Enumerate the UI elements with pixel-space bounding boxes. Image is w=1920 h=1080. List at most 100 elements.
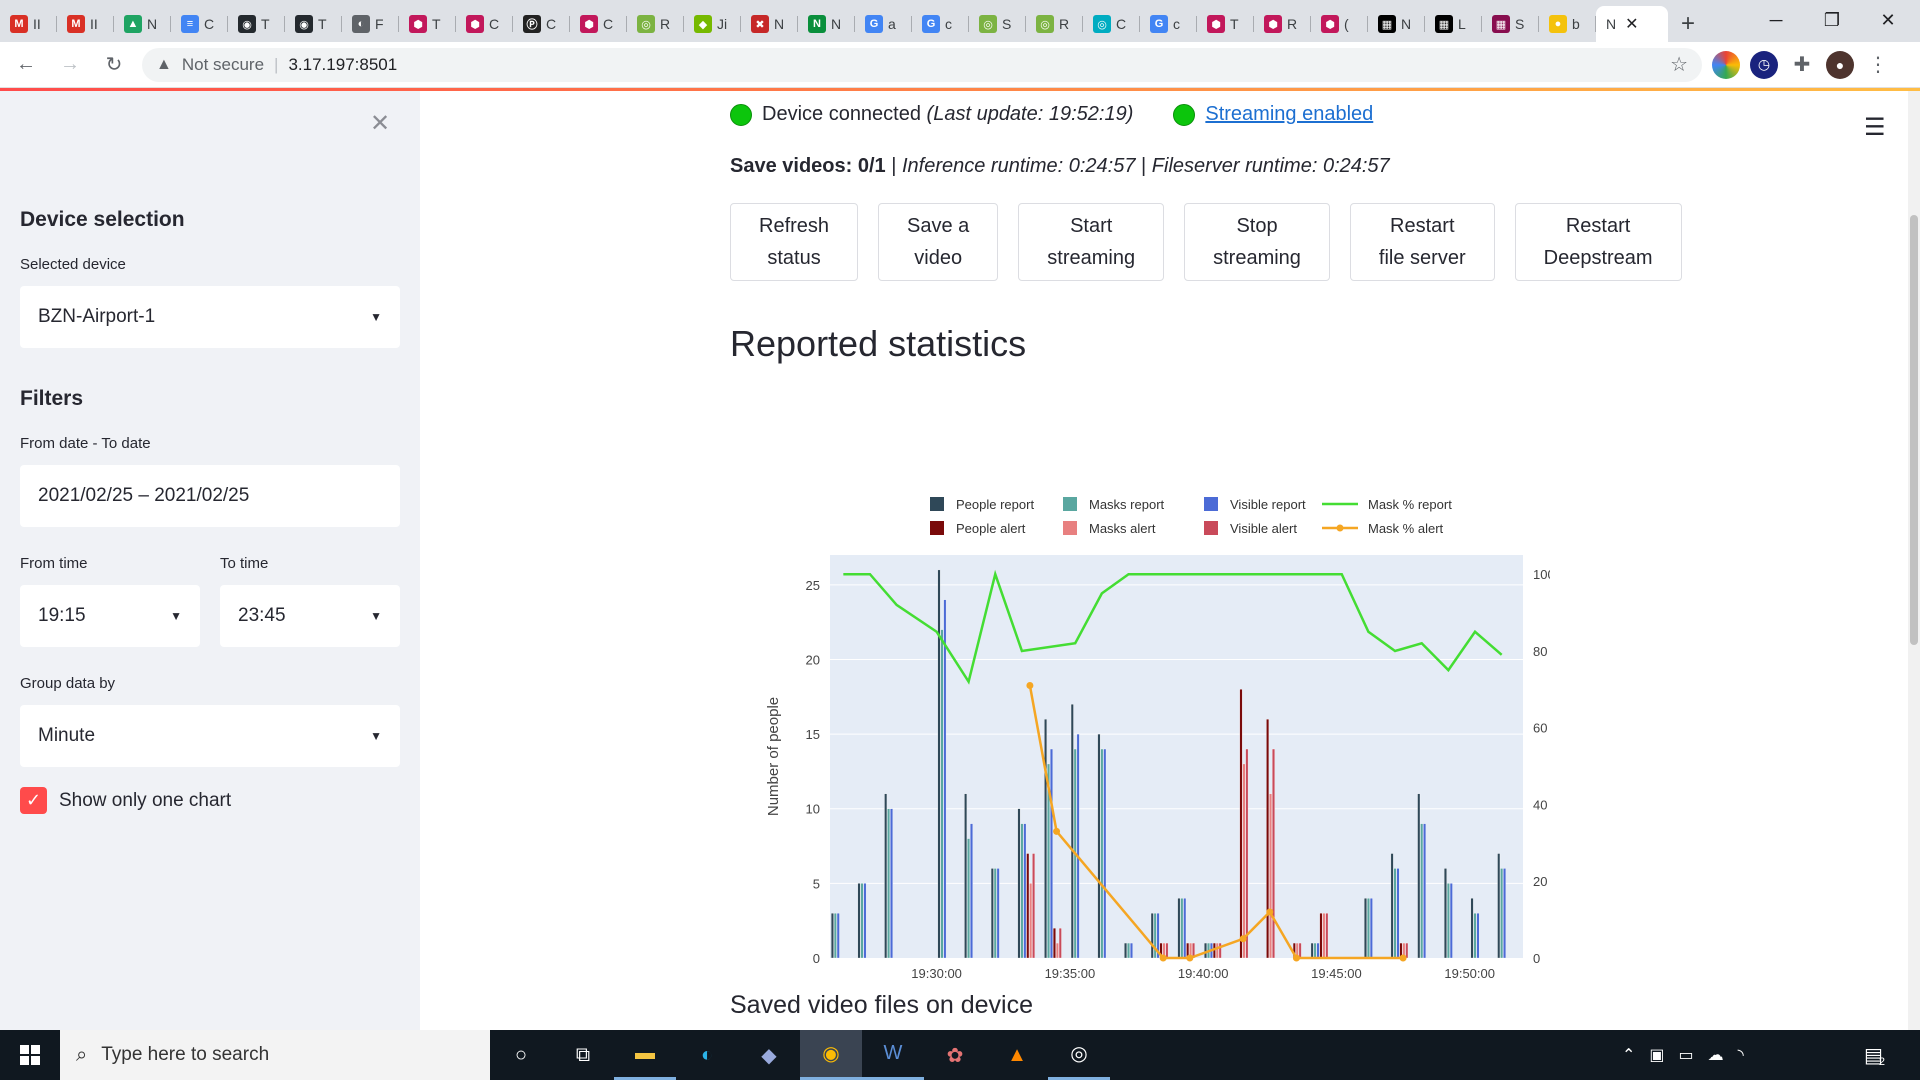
task-view-icon[interactable]: ⧉ bbox=[575, 1043, 591, 1066]
browser-tab[interactable]: Ⓟ C bbox=[513, 6, 570, 42]
browser-tab[interactable]: ⬢ R bbox=[1254, 6, 1311, 42]
obs-icon[interactable]: ◎ bbox=[1048, 1030, 1110, 1080]
y-axis-title: Number of people bbox=[765, 697, 782, 816]
browser-tab[interactable]: ⬢ T bbox=[399, 6, 456, 42]
battery-icon[interactable]: ▭ bbox=[1678, 1047, 1694, 1064]
chevron-up-icon[interactable]: ⌃ bbox=[1622, 1047, 1636, 1064]
browser-tab[interactable]: ◆ Ji bbox=[684, 6, 741, 42]
word-icon[interactable]: W bbox=[862, 1030, 924, 1080]
browser-tab[interactable]: ◎ S bbox=[969, 6, 1026, 42]
marker-mask-alert bbox=[1266, 908, 1274, 916]
taskbar-search-box[interactable]: ⌕ Type here to search bbox=[60, 1030, 490, 1080]
bar-people-report bbox=[1017, 808, 1021, 959]
tab-title: C bbox=[546, 16, 557, 32]
device-select-value: BZN-Airport-1 bbox=[38, 306, 156, 327]
maximize-button[interactable]: ❐ bbox=[1823, 9, 1841, 30]
vlc-icon[interactable]: ▲ bbox=[1007, 1043, 1027, 1066]
windows-start-icon[interactable] bbox=[0, 1030, 60, 1080]
from-time-select[interactable]: 19:15 ▼ bbox=[20, 585, 200, 647]
browser-tab[interactable]: ◎ R bbox=[1026, 6, 1083, 42]
active-browser-tab[interactable]: N ✕ bbox=[1596, 6, 1668, 42]
reload-icon[interactable]: ↻ bbox=[105, 54, 123, 76]
app-icon[interactable]: ◆ bbox=[761, 1044, 777, 1067]
save-video-button[interactable]: Save a video bbox=[878, 203, 999, 281]
close-window-button[interactable]: ✕ bbox=[1880, 9, 1896, 30]
bar-masks-alert bbox=[1269, 793, 1272, 959]
bar-people-report bbox=[884, 793, 888, 959]
address-bar[interactable]: ▲ Not secure | 3.17.197:8501 ☆ bbox=[142, 47, 1702, 82]
browser-tab[interactable]: ▦ N bbox=[1368, 6, 1425, 42]
group-by-select[interactable]: Minute ▼ bbox=[20, 705, 400, 767]
cloud-icon[interactable]: ☁ bbox=[1707, 1047, 1724, 1064]
date-range-input[interactable]: 2021/02/25 – 2021/02/25 bbox=[20, 465, 400, 527]
browser-tab[interactable]: ◉ T bbox=[285, 6, 342, 42]
profile-avatar[interactable]: ● bbox=[1826, 50, 1854, 79]
browser-tab[interactable]: ⬢( bbox=[1311, 6, 1368, 42]
browser-tab[interactable]: ◎ C bbox=[1083, 6, 1140, 42]
browser-tab[interactable]: ◉ T bbox=[228, 6, 285, 42]
wifi-icon[interactable]: ◝ bbox=[1737, 1047, 1744, 1064]
runtime-separator: | bbox=[1141, 155, 1152, 177]
bookmark-star-icon[interactable]: ☆ bbox=[1670, 54, 1688, 76]
chrome-icon[interactable]: ◉ bbox=[800, 1030, 862, 1080]
start-streaming-button[interactable]: Start streaming bbox=[1018, 203, 1165, 281]
browser-tab[interactable]: ▦ L bbox=[1425, 6, 1482, 42]
file-explorer-icon[interactable]: ▬ bbox=[614, 1030, 676, 1080]
bar-visible-report bbox=[996, 868, 1000, 959]
marker-mask-alert bbox=[1026, 681, 1034, 689]
browser-tab[interactable]: ▦ S bbox=[1482, 6, 1539, 42]
warning-icon: ▲ bbox=[156, 55, 172, 73]
bar-masks-alert bbox=[1215, 942, 1219, 959]
tab-favicon-icon: ⬢ bbox=[1264, 15, 1282, 33]
legend-swatch bbox=[1204, 497, 1218, 511]
browser-tab[interactable]: ◐ F bbox=[342, 6, 399, 42]
restart-file-server-button[interactable]: Restart file server bbox=[1349, 203, 1495, 281]
hamburger-menu-icon[interactable]: ☰ bbox=[1864, 114, 1886, 141]
scrollbar-thumb[interactable] bbox=[1910, 215, 1918, 645]
minimize-button[interactable]: ─ bbox=[1769, 9, 1783, 30]
browser-tab[interactable]: ⬢ C bbox=[570, 6, 627, 42]
to-time-select[interactable]: 23:45 ▼ bbox=[220, 585, 400, 647]
browser-tab[interactable]: ≡ C bbox=[171, 6, 228, 42]
device-select[interactable]: BZN-Airport-1 ▼ bbox=[20, 286, 400, 348]
edge-icon[interactable]: ◐ bbox=[700, 1043, 714, 1066]
browser-tab[interactable]: ◎ R bbox=[627, 6, 684, 42]
streaming-link[interactable]: Streaming enabled bbox=[1205, 103, 1374, 125]
browser-tab[interactable]: ▲ N bbox=[114, 6, 171, 42]
browser-tab[interactable]: ✖ N bbox=[741, 6, 798, 42]
bar-visible-alert bbox=[1298, 942, 1302, 959]
page-scrollbar[interactable] bbox=[1908, 91, 1920, 1030]
paint-icon[interactable]: ✿ bbox=[946, 1044, 964, 1067]
sidebar-close-icon[interactable]: ✕ bbox=[370, 110, 391, 137]
puzzle-extensions-icon[interactable]: ✚ bbox=[1793, 54, 1811, 76]
color-extension-icon[interactable] bbox=[1712, 50, 1740, 79]
y2-tick-label: 0 bbox=[1533, 951, 1540, 966]
forward-icon[interactable]: → bbox=[60, 53, 80, 75]
browser-tab[interactable]: ● b bbox=[1539, 6, 1596, 42]
bar-masks-alert bbox=[1242, 763, 1246, 959]
bar-masks-report bbox=[993, 868, 997, 959]
clock-extension-icon[interactable]: ◷ bbox=[1750, 50, 1778, 79]
notification-center[interactable]: ▤ 2 bbox=[1864, 1030, 1885, 1080]
browser-tab[interactable]: ⬢ T bbox=[1197, 6, 1254, 42]
stop-streaming-button[interactable]: Stop streaming bbox=[1184, 203, 1330, 281]
browser-tab[interactable]: M II bbox=[57, 6, 114, 42]
one-chart-checkbox[interactable]: ✓ Show only one chart bbox=[20, 787, 231, 814]
browser-menu-icon[interactable]: ⋮ bbox=[1868, 54, 1888, 76]
browser-tab[interactable]: M II bbox=[0, 6, 57, 42]
browser-tab[interactable]: ⬢ C bbox=[456, 6, 513, 42]
cortana-icon[interactable]: ○ bbox=[514, 1043, 528, 1066]
restart-deepstream-button[interactable]: Restart Deepstream bbox=[1514, 203, 1682, 281]
taskbar-search-placeholder: Type here to search bbox=[101, 1044, 270, 1065]
camera-icon[interactable]: ▣ bbox=[1649, 1047, 1665, 1064]
tab-close-icon[interactable]: ✕ bbox=[1625, 16, 1639, 33]
bar-masks-report bbox=[1020, 823, 1024, 959]
back-icon[interactable]: ← bbox=[16, 53, 36, 75]
refresh-status-button[interactable]: Refresh status bbox=[730, 203, 859, 281]
new-tab-button[interactable]: + bbox=[1680, 10, 1695, 37]
bar-people-report bbox=[1070, 704, 1074, 959]
